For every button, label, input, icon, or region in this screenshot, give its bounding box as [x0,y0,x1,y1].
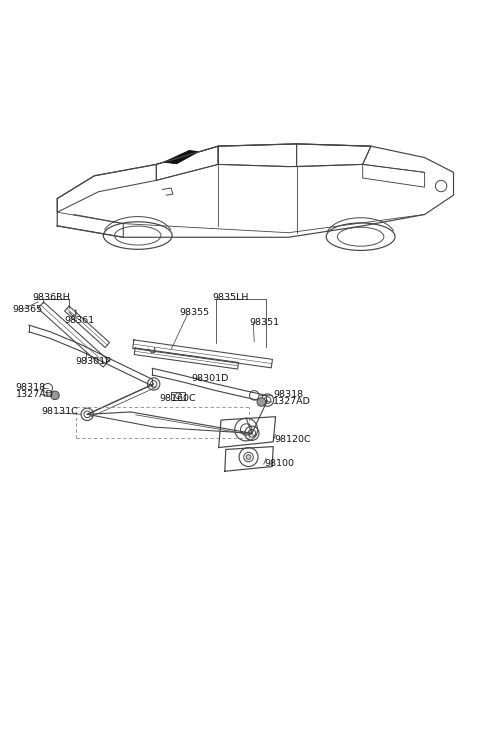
Text: 98301D: 98301D [191,374,228,383]
Circle shape [51,391,59,399]
Text: 1327AD: 1327AD [15,390,53,399]
Circle shape [257,398,265,406]
Text: 98355: 98355 [179,308,209,317]
Text: 98361: 98361 [64,316,95,325]
Circle shape [246,455,251,459]
Text: 98318: 98318 [15,383,46,392]
Text: 98100: 98100 [264,459,295,468]
Text: 98301P: 98301P [75,357,111,366]
Text: 98318: 98318 [273,390,303,399]
Text: 98160C: 98160C [159,394,196,403]
Text: 9835LH: 9835LH [213,293,249,302]
Polygon shape [165,151,198,163]
Text: 98365: 98365 [12,304,42,313]
Text: 98120C: 98120C [274,435,311,444]
Text: 9836RH: 9836RH [33,293,71,302]
Text: 1327AD: 1327AD [273,396,311,405]
Text: 98131C: 98131C [42,408,78,417]
Text: 98351: 98351 [250,318,280,327]
